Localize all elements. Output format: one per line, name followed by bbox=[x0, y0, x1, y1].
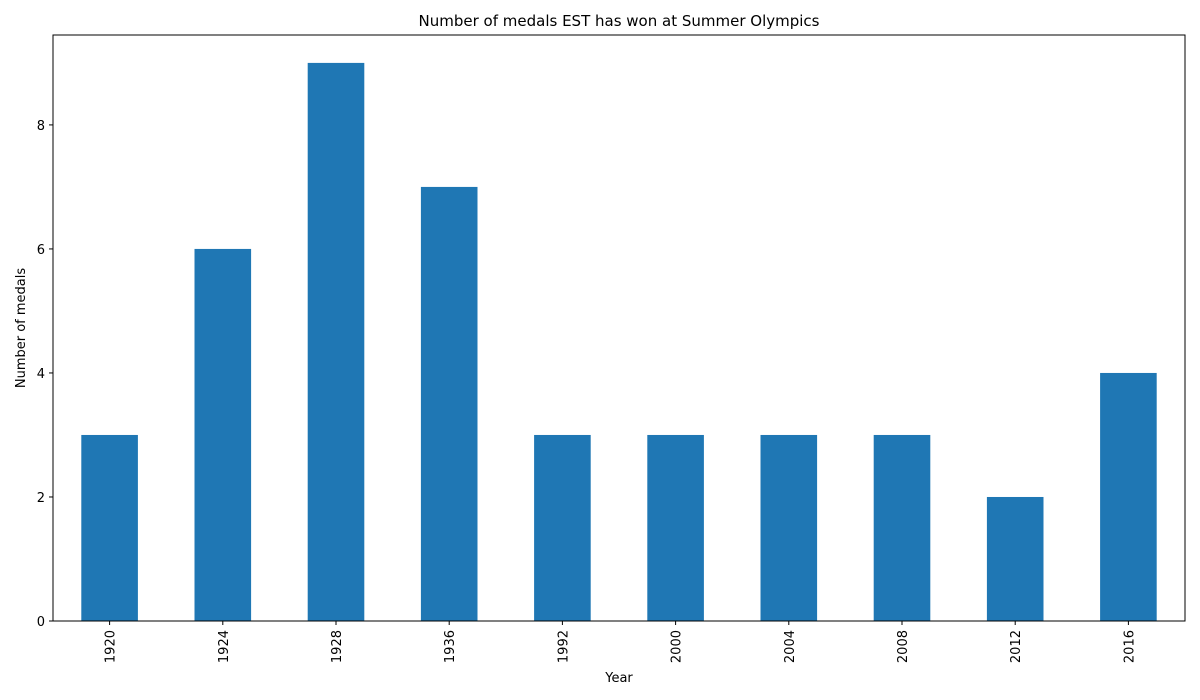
y-tick-label-4: 4 bbox=[37, 367, 45, 382]
bar-2004 bbox=[760, 434, 818, 621]
bar-1924 bbox=[194, 248, 252, 621]
x-tick-label-2012: 2012 bbox=[1009, 630, 1024, 663]
bar-1992 bbox=[534, 434, 591, 621]
y-tick-label-2: 2 bbox=[37, 491, 45, 506]
x-tick-label-2016: 2016 bbox=[1122, 630, 1137, 663]
y-tick-label-8: 8 bbox=[37, 119, 45, 134]
x-tick-label-2000: 2000 bbox=[670, 630, 685, 663]
x-tick-label-2004: 2004 bbox=[783, 630, 798, 663]
x-tick-label-2008: 2008 bbox=[896, 630, 911, 663]
x-tick-label-1928: 1928 bbox=[330, 630, 345, 663]
x-tick-label-1992: 1992 bbox=[556, 630, 571, 663]
x-tick-label-1924: 1924 bbox=[217, 630, 232, 663]
plot-frame bbox=[52, 34, 1186, 622]
bar-2016 bbox=[1100, 372, 1157, 621]
bar-1928 bbox=[307, 62, 365, 621]
y-axis: 0 2 4 6 8 bbox=[37, 119, 53, 630]
chart-title: Number of medals EST has won at Summer O… bbox=[419, 12, 820, 30]
bar-2008 bbox=[873, 434, 931, 621]
x-tick-label-1920: 1920 bbox=[104, 630, 119, 663]
y-tick-label-0: 0 bbox=[37, 615, 45, 630]
bar-2012 bbox=[986, 496, 1044, 621]
y-tick-label-6: 6 bbox=[37, 243, 45, 258]
bar-1936 bbox=[420, 186, 478, 622]
bar-2000 bbox=[647, 434, 704, 621]
bars-group bbox=[81, 62, 1157, 622]
x-axis: 1920 1924 1928 1936 1992 2000 2004 2008 2012 2016 bbox=[104, 621, 1137, 663]
bar-1920 bbox=[81, 434, 138, 621]
y-axis-label: Number of medals bbox=[14, 268, 29, 389]
x-tick-label-1936: 1936 bbox=[443, 630, 458, 663]
x-axis-label: Year bbox=[604, 671, 633, 686]
